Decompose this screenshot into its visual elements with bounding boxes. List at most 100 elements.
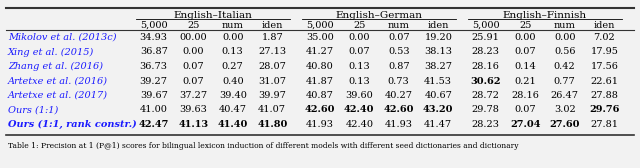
Text: 0.00: 0.00 <box>182 48 204 56</box>
Text: 36.87: 36.87 <box>140 48 168 56</box>
Text: 0.00: 0.00 <box>515 33 536 42</box>
Text: 31.07: 31.07 <box>259 76 286 86</box>
Text: 0.21: 0.21 <box>515 76 536 86</box>
Text: 41.07: 41.07 <box>259 106 286 115</box>
Text: 39.67: 39.67 <box>140 91 168 100</box>
Text: 40.27: 40.27 <box>385 91 413 100</box>
Text: Table 1: Precision at 1 (P@1) scores for bilingual lexicon induction of differen: Table 1: Precision at 1 (P@1) scores for… <box>8 142 518 151</box>
Text: English–Finnish: English–Finnish <box>503 11 587 20</box>
Text: 28.72: 28.72 <box>472 91 500 100</box>
Text: 22.61: 22.61 <box>590 76 618 86</box>
Text: Zhang et al. (2016): Zhang et al. (2016) <box>8 62 103 71</box>
Text: 0.77: 0.77 <box>554 76 575 86</box>
Text: 0.07: 0.07 <box>182 76 204 86</box>
Text: 27.13: 27.13 <box>258 48 286 56</box>
Text: 41.53: 41.53 <box>424 76 452 86</box>
Text: 42.40: 42.40 <box>345 120 373 129</box>
Text: 7.02: 7.02 <box>593 33 615 42</box>
Text: 0.73: 0.73 <box>388 76 410 86</box>
Text: 00.00: 00.00 <box>179 33 207 42</box>
Text: 42.60: 42.60 <box>305 106 335 115</box>
Text: 0.07: 0.07 <box>348 48 370 56</box>
Text: Ours (1:1): Ours (1:1) <box>8 106 58 115</box>
Text: 27.60: 27.60 <box>550 120 580 129</box>
Text: 0.13: 0.13 <box>222 48 244 56</box>
Text: 35.00: 35.00 <box>306 33 333 42</box>
Text: 30.62: 30.62 <box>470 76 501 86</box>
Text: 25.91: 25.91 <box>472 33 500 42</box>
Text: 17.56: 17.56 <box>590 62 618 71</box>
Text: 40.80: 40.80 <box>306 62 333 71</box>
Text: 40.87: 40.87 <box>306 91 333 100</box>
Text: 41.47: 41.47 <box>424 120 452 129</box>
Text: 43.20: 43.20 <box>423 106 454 115</box>
Text: iden: iden <box>593 21 615 30</box>
Text: 29.78: 29.78 <box>472 106 500 115</box>
Text: 27.81: 27.81 <box>590 120 618 129</box>
Text: 0.40: 0.40 <box>222 76 244 86</box>
Text: 41.40: 41.40 <box>218 120 248 129</box>
Text: 0.07: 0.07 <box>515 106 536 115</box>
Text: 0.13: 0.13 <box>348 76 370 86</box>
Text: num: num <box>222 21 244 30</box>
Text: 17.95: 17.95 <box>590 48 618 56</box>
Text: 26.47: 26.47 <box>551 91 579 100</box>
Text: iden: iden <box>428 21 449 30</box>
Text: 37.27: 37.27 <box>179 91 207 100</box>
Text: 0.00: 0.00 <box>222 33 243 42</box>
Text: 40.47: 40.47 <box>219 106 247 115</box>
Text: 0.07: 0.07 <box>182 62 204 71</box>
Text: 41.93: 41.93 <box>306 120 333 129</box>
Text: 41.13: 41.13 <box>178 120 208 129</box>
Text: 0.07: 0.07 <box>388 33 410 42</box>
Text: 0.13: 0.13 <box>348 62 370 71</box>
Text: 0.07: 0.07 <box>515 48 536 56</box>
Text: 39.40: 39.40 <box>219 91 246 100</box>
Text: 28.16: 28.16 <box>472 62 500 71</box>
Text: num: num <box>554 21 576 30</box>
Text: 5,000: 5,000 <box>140 21 168 30</box>
Text: Xing et al. (2015): Xing et al. (2015) <box>8 48 94 57</box>
Text: 39.97: 39.97 <box>259 91 286 100</box>
Text: 39.27: 39.27 <box>140 76 168 86</box>
Text: 38.13: 38.13 <box>424 48 452 56</box>
Text: 38.27: 38.27 <box>424 62 452 71</box>
Text: 19.20: 19.20 <box>424 33 452 42</box>
Text: 42.40: 42.40 <box>344 106 374 115</box>
Text: 25: 25 <box>187 21 200 30</box>
Text: 0.42: 0.42 <box>554 62 575 71</box>
Text: 0.87: 0.87 <box>388 62 410 71</box>
Text: 39.63: 39.63 <box>179 106 207 115</box>
Text: 42.47: 42.47 <box>139 120 169 129</box>
Text: 0.56: 0.56 <box>554 48 575 56</box>
Text: 42.60: 42.60 <box>383 106 414 115</box>
Text: 40.67: 40.67 <box>424 91 452 100</box>
Text: 41.00: 41.00 <box>140 106 168 115</box>
Text: Mikolov et al. (2013c): Mikolov et al. (2013c) <box>8 33 116 42</box>
Text: 28.07: 28.07 <box>259 62 286 71</box>
Text: 3.02: 3.02 <box>554 106 575 115</box>
Text: 28.23: 28.23 <box>472 120 500 129</box>
Text: 39.60: 39.60 <box>346 91 373 100</box>
Text: 0.00: 0.00 <box>554 33 575 42</box>
Text: 25: 25 <box>519 21 531 30</box>
Text: 41.87: 41.87 <box>306 76 333 86</box>
Text: 0.27: 0.27 <box>222 62 244 71</box>
Text: Artetxe et al. (2017): Artetxe et al. (2017) <box>8 91 108 100</box>
Text: 0.00: 0.00 <box>349 33 370 42</box>
Text: 5,000: 5,000 <box>306 21 333 30</box>
Text: 27.04: 27.04 <box>510 120 541 129</box>
Text: 34.93: 34.93 <box>140 33 168 42</box>
Text: 28.16: 28.16 <box>511 91 539 100</box>
Text: 29.76: 29.76 <box>589 106 620 115</box>
Text: 0.53: 0.53 <box>388 48 410 56</box>
Text: Ours (1:1, rank constr.): Ours (1:1, rank constr.) <box>8 120 137 129</box>
Text: num: num <box>388 21 410 30</box>
Text: 41.80: 41.80 <box>257 120 287 129</box>
Text: 28.23: 28.23 <box>472 48 500 56</box>
Text: 25: 25 <box>353 21 365 30</box>
Text: 27.88: 27.88 <box>590 91 618 100</box>
Text: 5,000: 5,000 <box>472 21 500 30</box>
Text: Artetxe et al. (2016): Artetxe et al. (2016) <box>8 76 108 86</box>
Text: English–German: English–German <box>335 11 422 20</box>
